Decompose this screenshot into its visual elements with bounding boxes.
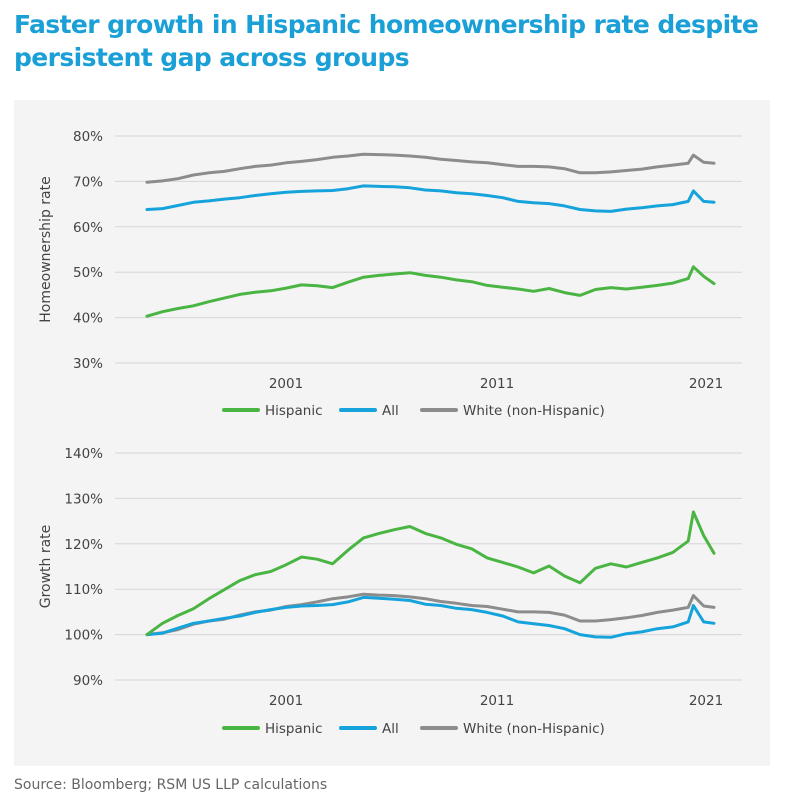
y-tick-label: 130% <box>64 491 103 507</box>
legend-label: All <box>382 403 399 419</box>
series-line-white-non-hispanic- <box>145 152 716 184</box>
legend-label: White (non-Hispanic) <box>463 403 605 419</box>
x-tick-label: 2001 <box>269 376 303 392</box>
x-tick-label: 2021 <box>689 693 723 709</box>
y-axis-label: Growth rate <box>38 525 54 609</box>
x-tick-label: 2011 <box>480 693 514 709</box>
y-tick-label: 100% <box>64 628 103 644</box>
y-tick-label: 90% <box>73 673 103 689</box>
series-line-all <box>145 595 716 639</box>
y-tick-label: 70% <box>73 174 103 190</box>
series-line-hispanic <box>145 265 716 318</box>
x-tick-label: 2011 <box>480 376 514 392</box>
y-tick-label: 80% <box>73 129 103 145</box>
legend-label: All <box>382 721 399 737</box>
series-line-hispanic <box>145 510 716 637</box>
chart-title: Faster growth in Hispanic homeownership … <box>14 10 759 72</box>
legend-label: Hispanic <box>265 721 323 737</box>
series-line-white-non-hispanic- <box>145 592 716 637</box>
y-tick-label: 50% <box>73 265 103 281</box>
y-tick-label: 60% <box>73 220 103 236</box>
x-tick-label: 2001 <box>269 693 303 709</box>
chart-panel <box>14 100 770 766</box>
y-axis-label: Homeownership rate <box>38 176 54 322</box>
y-tick-label: 40% <box>73 311 103 327</box>
legend-label: Hispanic <box>265 403 323 419</box>
y-tick-label: 110% <box>64 582 103 598</box>
source-note: Source: Bloomberg; RSM US LLP calculatio… <box>14 777 328 793</box>
y-tick-label: 120% <box>64 537 103 553</box>
x-tick-label: 2021 <box>689 376 723 392</box>
legend-label: White (non-Hispanic) <box>463 721 605 737</box>
y-tick-label: 140% <box>64 446 103 462</box>
y-tick-label: 30% <box>73 356 103 372</box>
series-line-all <box>145 184 716 213</box>
